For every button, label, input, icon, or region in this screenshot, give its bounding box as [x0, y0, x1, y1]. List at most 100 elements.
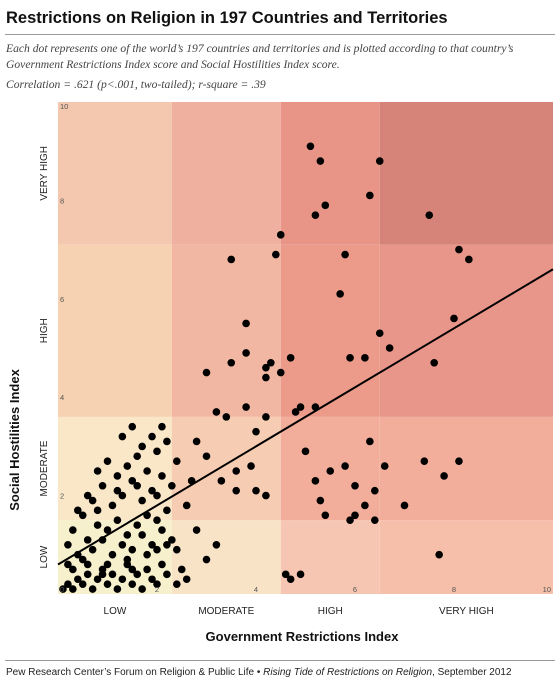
data-point: [128, 545, 137, 554]
data-point: [242, 403, 250, 411]
y-band-label: LOW: [39, 545, 50, 568]
data-point: [133, 521, 141, 529]
data-point: [242, 319, 250, 328]
data-point: [371, 486, 379, 495]
data-point: [306, 142, 315, 151]
data-point: [143, 511, 151, 520]
data-point: [148, 575, 156, 584]
data-point: [346, 516, 354, 524]
data-point: [440, 472, 448, 480]
data-point: [336, 290, 344, 298]
data-point: [361, 354, 369, 362]
data-point: [272, 250, 280, 259]
data-point: [93, 521, 102, 529]
data-point: [153, 491, 161, 500]
data-point: [93, 467, 102, 475]
data-point: [371, 516, 379, 524]
data-point: [276, 231, 285, 239]
data-point: [113, 472, 122, 480]
data-point: [118, 575, 127, 584]
data-point: [113, 516, 122, 524]
data-point: [128, 580, 137, 588]
data-point: [182, 501, 191, 510]
data-point: [242, 349, 250, 357]
data-point: [321, 511, 330, 520]
data-point: [143, 550, 151, 559]
y-band-label: MODERATE: [39, 440, 50, 496]
data-point: [74, 506, 82, 515]
source-publication: Rising Tide of Restrictions on Religion: [263, 667, 433, 678]
data-point: [64, 541, 72, 549]
data-point: [296, 403, 305, 411]
band-cell: [379, 416, 553, 521]
data-point: [450, 314, 458, 323]
data-point: [128, 565, 137, 574]
data-point: [78, 555, 87, 564]
data-point: [346, 354, 354, 362]
data-point: [366, 191, 374, 200]
correlation-note: Correlation = .621 (p<.001, two-tailed);…: [6, 78, 266, 91]
data-points: [59, 142, 473, 593]
data-point: [232, 467, 240, 475]
tick-labels: 0 2 4 6 8 10 2 4 6 8 10: [60, 102, 551, 594]
data-point: [192, 526, 201, 534]
data-point: [78, 580, 87, 588]
data-point: [351, 481, 359, 490]
data-point: [88, 496, 97, 505]
data-point: [148, 432, 156, 441]
data-point: [262, 491, 270, 500]
data-point: [455, 245, 463, 254]
data-point: [69, 585, 77, 593]
data-point: [202, 452, 211, 461]
data-point: [420, 457, 429, 465]
band-cell: [171, 520, 281, 594]
source-org: Pew Research Center’s Forum on Religion …: [6, 667, 255, 678]
x-band-label: HIGH: [318, 606, 343, 617]
data-point: [158, 472, 166, 480]
data-point: [182, 575, 191, 584]
data-point: [108, 550, 117, 559]
band-cell: [171, 102, 281, 245]
source-separator: •: [254, 667, 264, 678]
data-point: [192, 437, 201, 446]
x-band-label: LOW: [104, 606, 127, 617]
data-point: [400, 501, 409, 510]
x-tick-label: 2: [155, 585, 159, 594]
data-point: [153, 580, 161, 588]
data-point: [158, 422, 166, 431]
x-tick-label: 8: [452, 585, 456, 594]
band-labels: LOW MODERATE HIGH VERY HIGH LOW MODERATE HIGH V…: [39, 146, 494, 617]
x-band-label: VERY HIGH: [439, 606, 494, 617]
y-axis-label: Social Hostilities Index: [7, 368, 22, 510]
data-point: [118, 491, 127, 500]
data-point: [425, 211, 434, 219]
data-point: [103, 526, 112, 534]
data-point: [455, 457, 463, 465]
data-point: [158, 526, 166, 534]
band-cell: [280, 102, 380, 245]
data-point: [267, 358, 275, 367]
y-tick-label: 6: [60, 295, 64, 304]
data-point: [321, 201, 330, 210]
data-point: [83, 570, 92, 579]
data-point: [153, 545, 161, 554]
data-point: [69, 565, 77, 574]
data-point: [252, 427, 260, 436]
data-point: [291, 408, 300, 416]
data-point: [128, 422, 137, 431]
data-point: [262, 373, 270, 382]
data-point: [143, 467, 151, 475]
data-point: [138, 585, 146, 593]
data-point: [113, 585, 122, 593]
data-point: [98, 536, 107, 544]
data-point: [148, 541, 156, 549]
data-point: [153, 516, 161, 524]
data-point: [217, 477, 226, 485]
data-point: [173, 457, 181, 465]
source-date: , September 2012: [432, 667, 512, 678]
band-cell: [379, 520, 553, 594]
data-point: [98, 481, 107, 490]
data-point: [281, 570, 290, 579]
data-point: [103, 457, 112, 465]
